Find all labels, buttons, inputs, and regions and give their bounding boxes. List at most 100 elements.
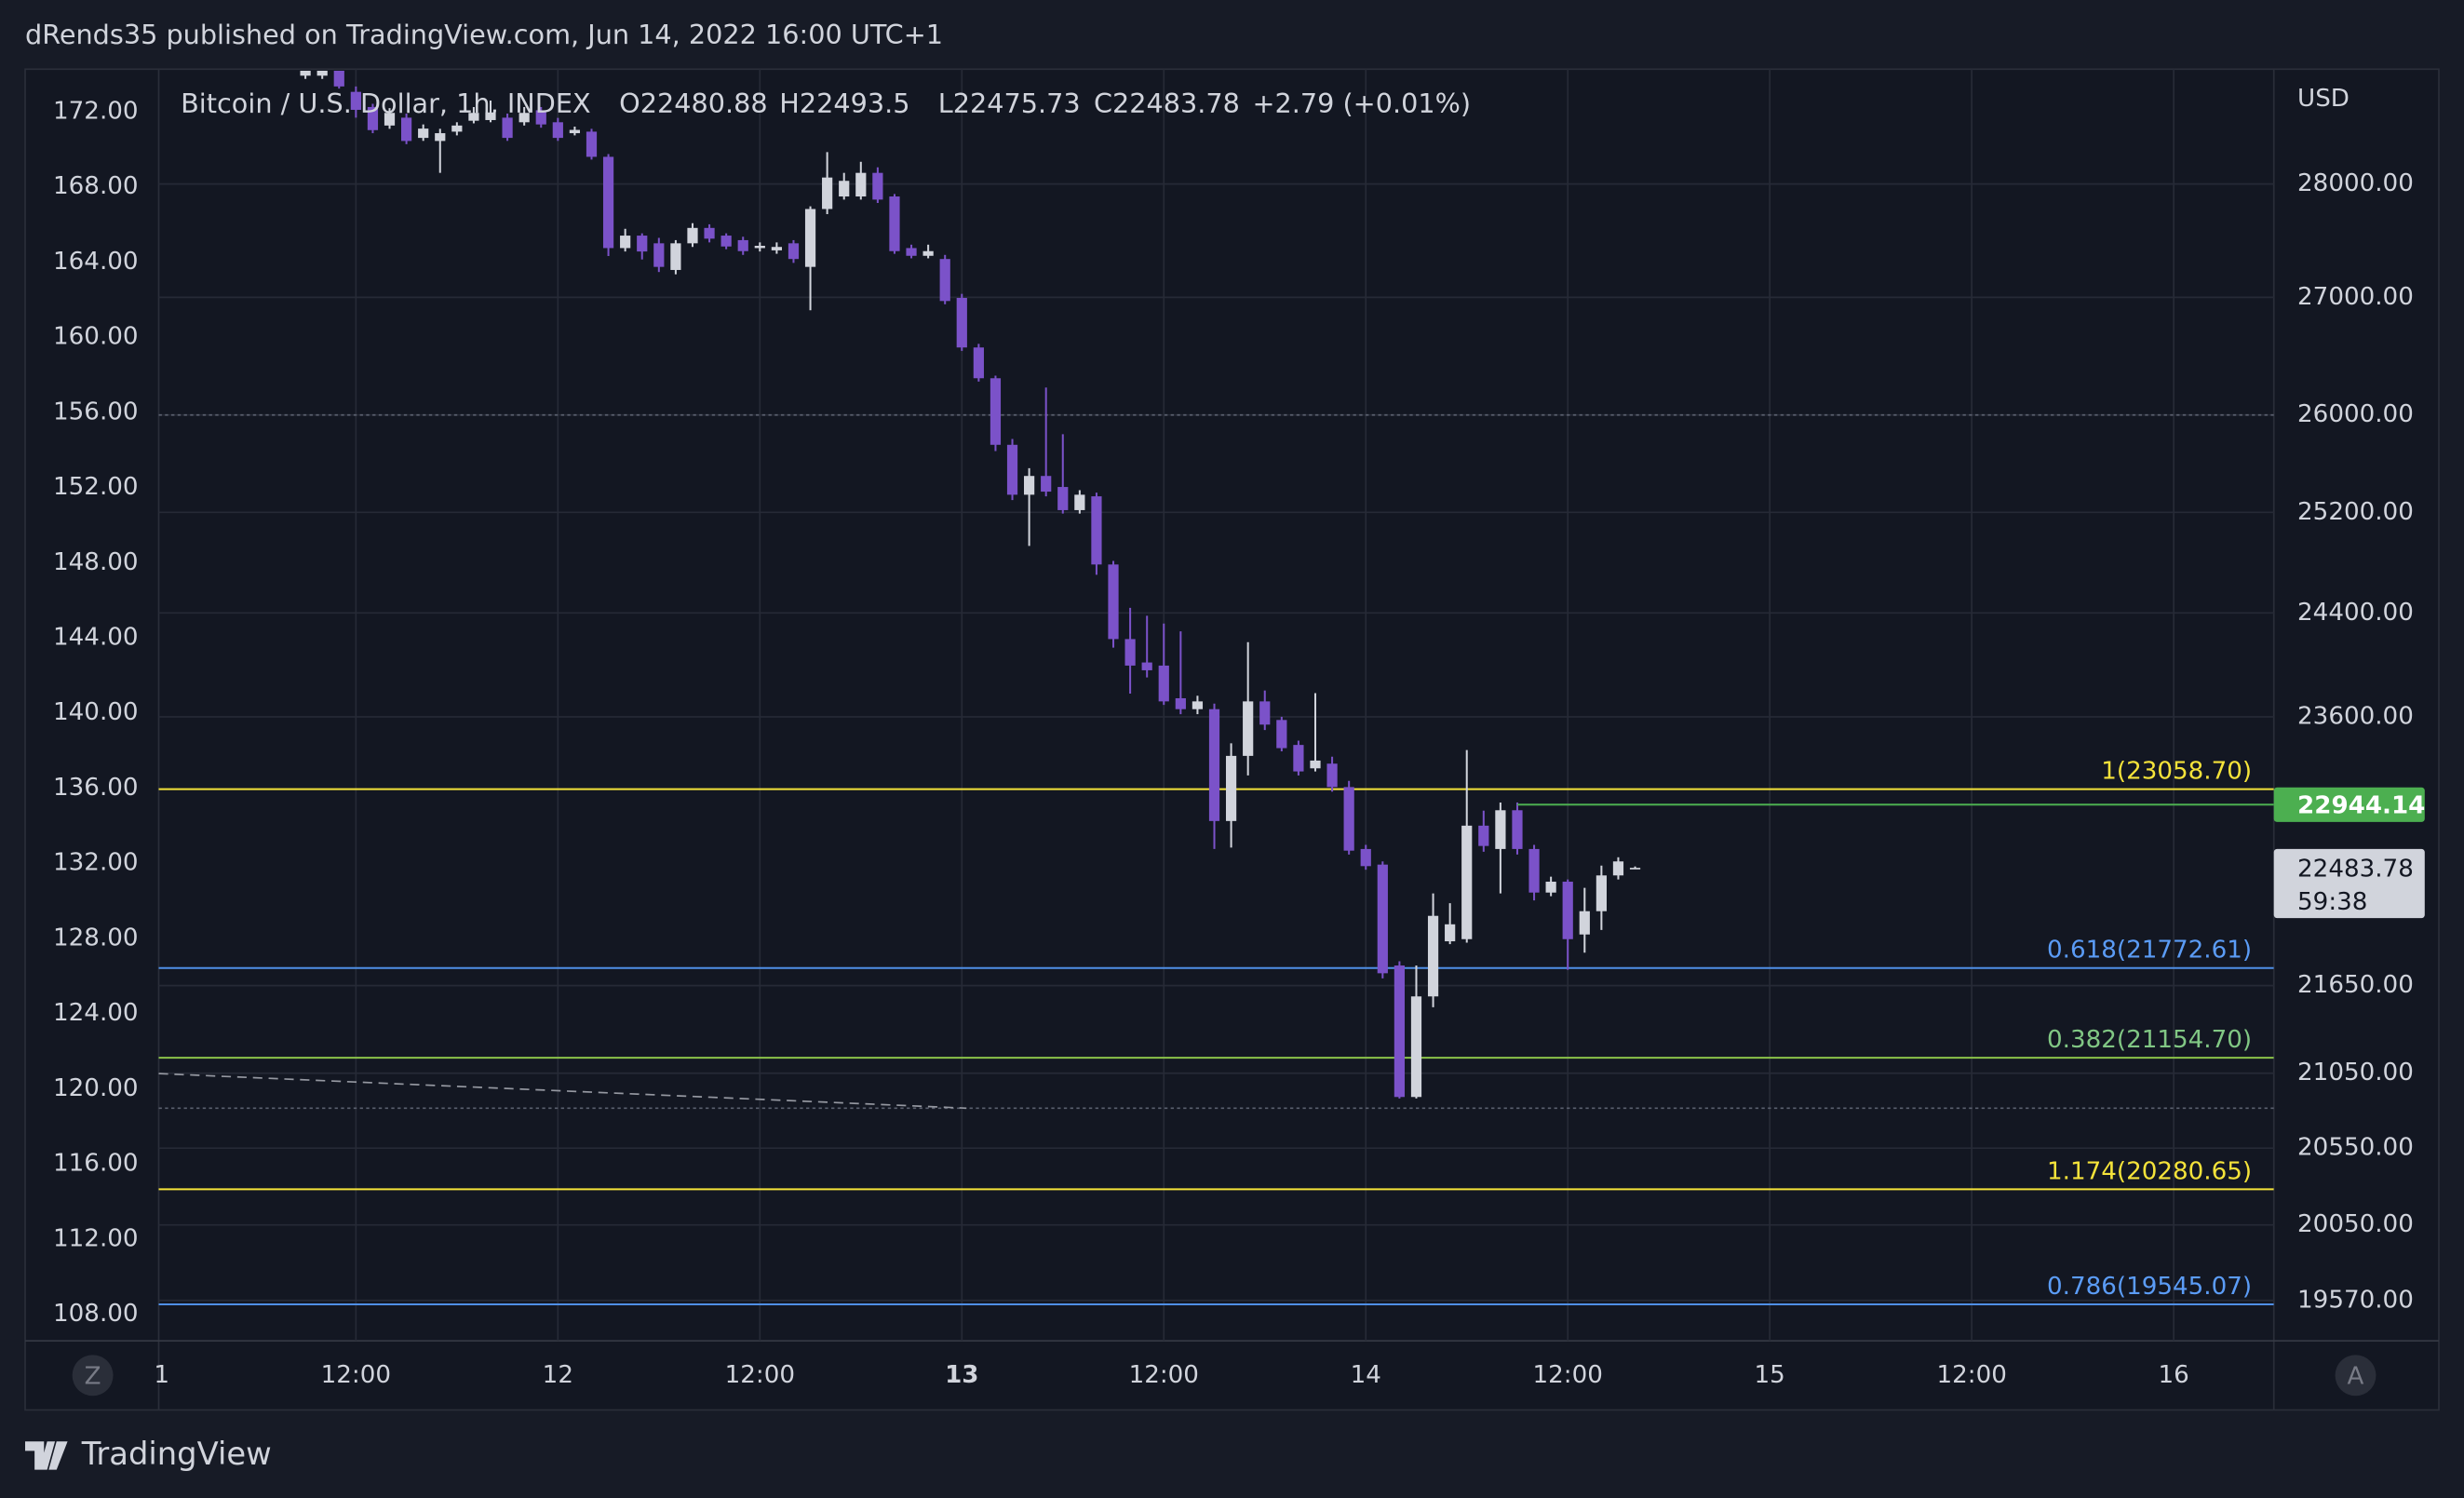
y2-tick-label: 152.00	[53, 473, 139, 501]
candle-body	[737, 239, 748, 251]
y2-tick-label: 120.00	[53, 1074, 139, 1102]
y2-tick-label: 168.00	[53, 172, 139, 200]
y2-tick-label: 108.00	[53, 1300, 139, 1328]
y2-tick-label: 116.00	[53, 1150, 139, 1178]
candle-body	[1024, 476, 1035, 495]
candle-body	[1310, 760, 1321, 769]
candle-body	[586, 131, 598, 157]
y2-tick-label: 156.00	[53, 398, 139, 425]
ohlc-number: 22475.73	[953, 88, 1081, 119]
y-tick-label: 23600.00	[2297, 702, 2414, 730]
y-tick-label: 28000.00	[2297, 169, 2414, 197]
currency: USD	[2297, 85, 2350, 113]
ohlc-number: 22493.5	[800, 88, 910, 119]
y-tick-label: 25200.00	[2297, 498, 2414, 526]
candle-body	[1041, 476, 1052, 493]
x-tick-label: 12:00	[1129, 1361, 1199, 1389]
candle-body	[1461, 825, 1473, 939]
candle-body	[839, 181, 850, 197]
y2-tick-label: 140.00	[53, 698, 139, 726]
candle-body	[350, 91, 361, 110]
y2-tick-label: 160.00	[53, 323, 139, 351]
candle-body	[1124, 639, 1136, 666]
level-label: 22944.14	[2297, 791, 2425, 819]
candle-body	[1410, 996, 1422, 1098]
candle-body	[1545, 882, 1556, 893]
candle-body	[1596, 875, 1607, 911]
candle-body	[1612, 861, 1624, 876]
ohlc-number: 22480.88	[640, 88, 768, 119]
candle-body	[872, 172, 883, 200]
candle-body	[990, 378, 1002, 445]
symbol: Bitcoin / U.S. Dollar, 1h, INDEX	[181, 88, 590, 119]
candle-body	[620, 236, 631, 249]
candle-body	[1276, 720, 1287, 749]
y-tick-label: 21650.00	[2297, 971, 2414, 999]
x-tick-label: 16	[2159, 1361, 2189, 1389]
logo-icon	[25, 1441, 68, 1470]
y-tick-label: 21050.00	[2297, 1059, 2414, 1086]
candle-body	[973, 347, 984, 379]
y2-tick-label: 128.00	[53, 924, 139, 951]
x-tick-label: 15	[1755, 1361, 1785, 1389]
level-label-bg	[2273, 787, 2425, 822]
candle-body	[451, 125, 463, 132]
candle-body	[956, 297, 967, 348]
last-price: 22483.78	[2297, 855, 2414, 883]
x-tick-label: 12:00	[1936, 1361, 2006, 1389]
y-tick-label: 26000.00	[2297, 400, 2414, 428]
ohlc-prefix: O	[619, 88, 640, 119]
x-tick-label: 13	[945, 1361, 978, 1389]
y2-tick-label: 124.00	[53, 999, 139, 1027]
candle-body	[889, 196, 900, 251]
y-tick-label: 24400.00	[2297, 599, 2414, 627]
candle-body	[1629, 868, 1641, 870]
y-tick-label: 19570.00	[2297, 1286, 2414, 1314]
button[interactable]	[72, 1355, 114, 1397]
x-tick-label: 11	[139, 1361, 169, 1389]
candle-body	[435, 133, 446, 142]
countdown: 59:38	[2297, 888, 2367, 916]
candle-body	[1293, 745, 1304, 772]
y-tick-label: 20050.00	[2297, 1210, 2414, 1238]
candle-body	[1445, 924, 1456, 942]
candle-body	[602, 156, 614, 249]
ohlc-number: 22483.78	[1112, 88, 1240, 119]
fib-label: 0.618(21772.61)	[2047, 937, 2252, 965]
candle-body	[939, 259, 950, 302]
ohlc-value: C22483.78	[1094, 88, 1240, 119]
candle-body	[518, 113, 530, 123]
candle-body	[1208, 709, 1220, 821]
candle-body	[788, 243, 800, 260]
candle-body	[485, 112, 496, 120]
plot	[158, 70, 2274, 1306]
candle-body	[1528, 848, 1540, 893]
candle-body	[535, 110, 546, 125]
candle-body	[569, 129, 581, 134]
candle-body	[1427, 915, 1439, 997]
candle-body	[704, 227, 715, 239]
labels: 28000.00 27000.00 26000.00 25200.00 24400.00…	[53, 88, 2425, 1328]
y2-tick-label: 136.00	[53, 774, 139, 802]
y2-tick-label: 132.00	[53, 849, 139, 877]
ohlc-prefix: C	[1094, 88, 1112, 119]
button-label[interactable]: Z	[85, 1362, 101, 1390]
button-label[interactable]: A	[2348, 1362, 2364, 1390]
candle-body	[552, 122, 563, 139]
x-tick-label: 12:00	[1533, 1361, 1603, 1389]
candle-body	[502, 117, 513, 139]
x-axis: 11 12:00 12 12:00 13 12:00 14 12:00 15 12:00 16	[139, 1361, 2189, 1389]
button[interactable]	[2335, 1355, 2376, 1397]
fib-label: 0.382(21154.70)	[2047, 1026, 2252, 1054]
candle-body	[1192, 701, 1204, 709]
candle-body	[906, 248, 917, 256]
y2-tick-label: 148.00	[53, 548, 139, 576]
y2-tick-label: 144.00	[53, 624, 139, 652]
candle-body	[687, 227, 698, 244]
candle-body	[1057, 487, 1069, 510]
candle-body	[418, 128, 429, 139]
y2-tick-label: 164.00	[53, 248, 139, 276]
candle-body	[1562, 882, 1573, 939]
banner: dRends35 published on TradingView.com, J…	[25, 19, 943, 50]
